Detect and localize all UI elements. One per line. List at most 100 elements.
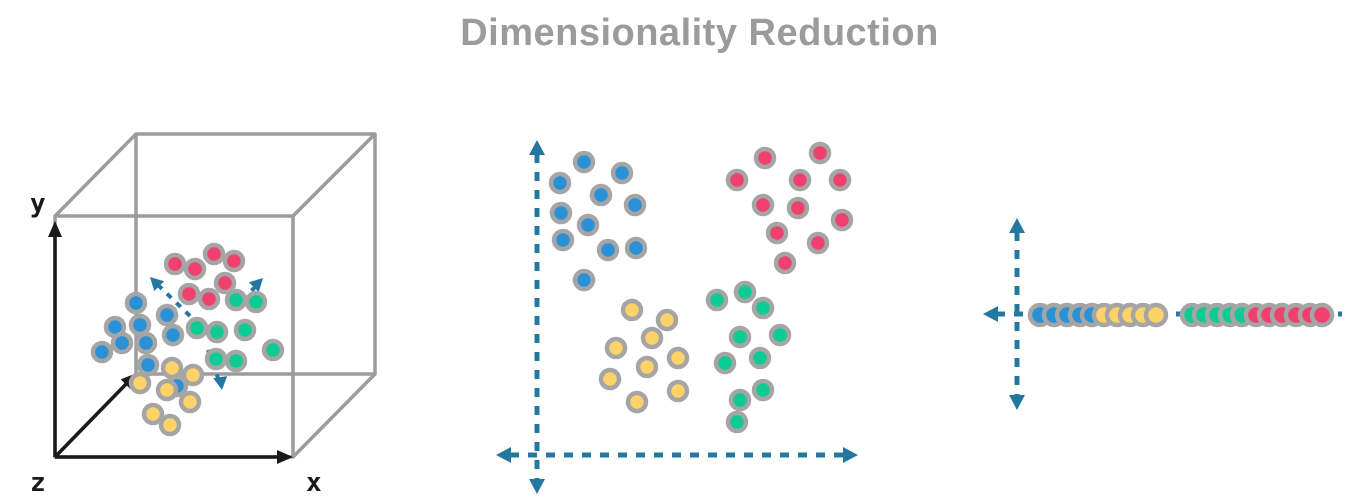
data-point-blue	[549, 201, 573, 225]
data-point-green	[224, 349, 248, 373]
data-point-green	[261, 338, 285, 362]
cube-edge-top-left	[53, 132, 138, 218]
projection-arrow-down-head	[213, 376, 228, 390]
vertical-axis-1d-up-arrowhead	[1009, 218, 1025, 233]
data-point-blue	[610, 161, 634, 185]
x-axis-label: x	[306, 468, 322, 498]
projection-arrow-upleft-head	[150, 277, 165, 292]
figure-title: Dimensionality Reduction	[460, 12, 939, 54]
data-point-green	[751, 296, 775, 320]
data-point-yellow	[620, 298, 644, 322]
data-point-red	[177, 282, 201, 306]
data-point-red	[788, 168, 812, 192]
data-point-blue	[596, 238, 620, 262]
data-point-yellow	[666, 346, 690, 370]
data-point-blue	[551, 228, 575, 252]
data-point-yellow	[178, 390, 202, 414]
projection-arrow-upright-head	[248, 278, 263, 293]
data-point-green	[224, 288, 248, 312]
data-point-red	[808, 141, 832, 165]
data-point-blue	[110, 331, 134, 355]
panel-3d-scatter: y z x	[30, 132, 377, 498]
x-axis-arrowhead	[277, 450, 293, 464]
data-point-blue	[572, 268, 596, 292]
data-point-red	[163, 252, 187, 276]
data-point-yellow	[1143, 302, 1169, 328]
data-point-green	[751, 378, 775, 402]
data-point-red	[751, 193, 775, 217]
data-point-yellow	[604, 336, 628, 360]
axes-2d	[496, 140, 858, 494]
vertical-axis-2d-down-arrowhead	[529, 479, 545, 494]
data-point-yellow	[158, 413, 182, 437]
data-point-red	[830, 208, 854, 232]
scatter-points-2d	[548, 141, 854, 434]
scatter-points-3d	[90, 242, 285, 437]
data-point-blue	[589, 183, 613, 207]
data-point-green	[733, 280, 757, 304]
data-point-red	[765, 221, 789, 245]
data-point-yellow	[160, 356, 184, 380]
data-point-red	[725, 168, 749, 192]
data-point-blue	[576, 213, 600, 237]
data-point-yellow	[598, 367, 622, 391]
data-point-red	[213, 271, 237, 295]
data-point-blue	[155, 303, 179, 327]
data-point-blue	[136, 353, 160, 377]
data-point-green	[728, 388, 752, 412]
panel-2d-scatter	[496, 140, 858, 494]
data-point-blue	[124, 291, 148, 315]
data-point-blue	[624, 236, 648, 260]
data-point-green	[233, 318, 257, 342]
data-point-red	[197, 287, 221, 311]
data-point-yellow	[635, 355, 659, 379]
data-point-green	[728, 325, 752, 349]
data-point-green	[204, 347, 228, 371]
data-point-red	[806, 231, 830, 255]
y-axis-arrowhead	[48, 221, 62, 237]
data-point-red	[222, 249, 246, 273]
cube-edge-bottom-right	[291, 372, 377, 459]
data-point-red	[828, 168, 852, 192]
data-point-green	[725, 410, 749, 434]
projected-points-1d	[1027, 302, 1335, 328]
data-point-green	[185, 316, 209, 340]
data-point-red	[786, 196, 810, 220]
data-point-yellow	[640, 326, 664, 350]
data-point-yellow	[181, 363, 205, 387]
z-axis-label: z	[30, 468, 46, 498]
data-point-green	[748, 346, 772, 370]
horizontal-axis-1d-left-arrowhead	[983, 306, 998, 322]
data-point-yellow	[141, 402, 165, 426]
data-point-blue	[572, 150, 596, 174]
data-point-yellow	[655, 308, 679, 332]
data-point-red	[753, 146, 777, 170]
data-point-green	[705, 288, 729, 312]
data-point-blue	[548, 171, 572, 195]
data-point-yellow	[666, 379, 690, 403]
data-point-blue	[128, 313, 152, 337]
data-point-red	[202, 242, 226, 266]
horizontal-axis-2d-right-arrowhead	[843, 447, 858, 463]
data-point-red	[773, 251, 797, 275]
data-point-blue	[134, 331, 158, 355]
panel-1d-projection	[983, 218, 1342, 410]
data-point-yellow	[128, 371, 152, 395]
data-point-green	[205, 320, 229, 344]
cube-edge-top-right	[291, 132, 377, 218]
data-point-yellow	[155, 378, 179, 402]
data-point-green	[713, 351, 737, 375]
horizontal-axis-2d-left-arrowhead	[496, 447, 511, 463]
z-axis	[53, 380, 130, 459]
cube-axes: y z x	[30, 189, 322, 498]
y-axis-label: y	[30, 189, 46, 219]
data-point-red	[1309, 302, 1335, 328]
data-point-blue	[623, 193, 647, 217]
data-point-blue	[90, 340, 114, 364]
data-point-red	[183, 257, 207, 281]
data-point-green	[244, 290, 268, 314]
data-point-yellow	[625, 390, 649, 414]
data-point-blue	[161, 323, 185, 347]
vertical-axis-2d-up-arrowhead	[529, 140, 545, 155]
